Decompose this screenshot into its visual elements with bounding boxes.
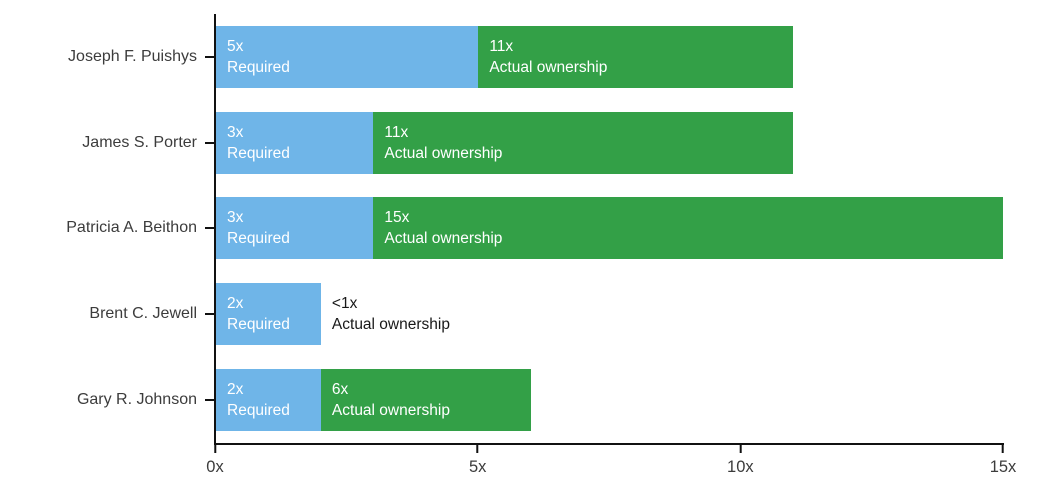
bar-row: James S. Porter 3x Required 11x Actual owner…: [82, 100, 1003, 186]
actual-value-outside-label: <1x Actual ownership: [332, 293, 450, 335]
y-axis-tick: [205, 399, 216, 402]
required-series-label: Required: [227, 58, 290, 76]
actual-bar: 15x Actual ownership: [373, 197, 1003, 260]
y-axis-tick: [205, 141, 216, 144]
required-series-label: Required: [227, 316, 290, 334]
bar-row: Patricia A. Beithon 3x Required 15x Actual o…: [66, 186, 1003, 272]
x-tick: 10x: [727, 445, 754, 477]
required-bar: 5x Required: [216, 25, 479, 88]
x-axis: 0x 5x 10x 15x: [206, 445, 1016, 490]
actual-bar: 11x Actual ownership: [478, 25, 794, 88]
x-tick-mark: [739, 445, 742, 453]
required-series-label: Required: [227, 144, 290, 162]
bar-row: Brent C. Jewell 2x Required <1x Actual owner…: [89, 271, 1003, 357]
actual-bar: 6x Actual ownership: [320, 369, 531, 432]
actual-value-label: <1x: [331, 295, 358, 313]
x-tick-label: 10x: [727, 458, 754, 476]
y-axis-line: [214, 14, 216, 445]
x-tick: 0x: [206, 445, 224, 477]
x-tick-label: 15x: [989, 458, 1017, 476]
actual-series-label: Actual ownership: [489, 58, 608, 76]
x-tick: 15x: [989, 445, 1017, 477]
x-tick-mark: [214, 445, 216, 453]
category-label: James S. Porter: [82, 133, 197, 151]
actual-value-label: 6x: [331, 381, 349, 399]
x-tick-mark: [476, 445, 479, 453]
actual-value-label: 11x: [384, 123, 409, 141]
y-axis-tick: [205, 227, 216, 230]
required-bar: 3x Required: [216, 197, 374, 260]
required-bar: 3x Required: [216, 111, 374, 174]
x-tick-label: 0x: [206, 458, 224, 476]
x-tick-label: 5x: [468, 458, 487, 476]
x-tick-mark: [1001, 445, 1004, 453]
category-label: Patricia A. Beithon: [66, 219, 197, 237]
plot-rows: Joseph F. Puishys 5x Required 11x Actual own…: [66, 14, 1003, 443]
actual-value-label: 15x: [384, 209, 410, 227]
category-label: Gary R. Johnson: [76, 391, 197, 409]
actual-value-label: 11x: [489, 37, 514, 55]
category-label: Brent C. Jewell: [89, 305, 197, 323]
x-tick: 5x: [469, 445, 486, 477]
bar-row: Joseph F. Puishys 5x Required 11x Actual own…: [68, 14, 1003, 100]
required-value-label: 3x: [227, 123, 244, 141]
actual-series-label: Actual ownership: [384, 144, 503, 162]
actual-series-label: Actual ownership: [331, 402, 450, 420]
required-value-label: 3x: [227, 209, 244, 227]
required-series-label: Required: [227, 402, 290, 420]
bar-row: Gary R. Johnson 2x Required 6x Actual owners…: [77, 357, 1003, 443]
required-bar: 2x Required: [216, 283, 321, 346]
category-label: Joseph F. Puishys: [68, 47, 197, 65]
required-value-label: 2x: [227, 381, 244, 399]
y-axis-tick: [205, 55, 216, 58]
actual-bar: 11x Actual ownership: [373, 111, 794, 174]
required-bar: 2x Required: [216, 369, 321, 432]
actual-series-label: Actual ownership: [384, 230, 503, 248]
required-value-label: 5x: [227, 37, 244, 55]
x-axis-line: [214, 443, 1004, 445]
y-axis-tick: [205, 313, 216, 316]
required-series-label: Required: [227, 230, 290, 248]
required-value-label: 2x: [227, 295, 244, 313]
actual-series-label: Actual ownership: [331, 316, 450, 334]
